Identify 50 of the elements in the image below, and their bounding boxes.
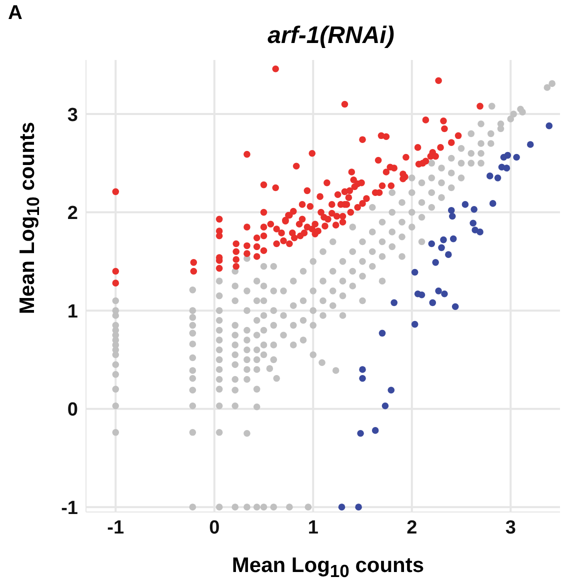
point <box>448 212 456 220</box>
x-tick-label: 1 <box>308 517 319 538</box>
x-tick-label: 0 <box>209 517 220 538</box>
point <box>441 290 448 298</box>
point <box>503 164 510 172</box>
point <box>338 504 346 510</box>
point <box>526 141 534 148</box>
point <box>440 236 447 244</box>
y-tick-label: 0 <box>67 400 78 421</box>
point <box>494 174 502 182</box>
chart-title: arf-1(RNAi) <box>266 22 396 50</box>
x-tick-label: 3 <box>505 517 516 538</box>
point <box>388 386 395 394</box>
point <box>486 172 494 180</box>
x-tick-label: 2 <box>406 517 418 538</box>
point <box>428 240 436 248</box>
point <box>476 228 484 236</box>
point <box>448 206 455 214</box>
y-tick-label: 1 <box>67 301 78 322</box>
point <box>450 235 457 242</box>
x-axis-title: Mean Log$_{10}$ counts <box>230 554 426 582</box>
y-tick-label: 2 <box>67 203 78 224</box>
point <box>372 427 379 434</box>
point <box>411 320 418 328</box>
point <box>462 201 469 208</box>
y-tick-label: -1 <box>61 498 78 519</box>
y-tick-label: 3 <box>67 104 78 126</box>
point <box>429 299 436 306</box>
point <box>546 122 553 130</box>
point <box>438 244 445 252</box>
point <box>359 366 366 373</box>
text: A <box>8 2 22 25</box>
point <box>489 200 496 207</box>
point <box>382 402 389 410</box>
point <box>435 288 442 294</box>
point <box>359 374 366 382</box>
point <box>470 220 476 227</box>
point <box>357 430 364 437</box>
point <box>445 251 452 258</box>
point <box>418 291 426 298</box>
point <box>470 206 478 213</box>
point <box>452 303 459 310</box>
point <box>500 154 508 161</box>
point <box>355 504 362 510</box>
point <box>378 330 386 337</box>
point <box>411 268 418 276</box>
point <box>432 259 439 266</box>
point <box>390 299 398 306</box>
x-tick-label: -1 <box>107 517 124 538</box>
point <box>513 154 520 161</box>
